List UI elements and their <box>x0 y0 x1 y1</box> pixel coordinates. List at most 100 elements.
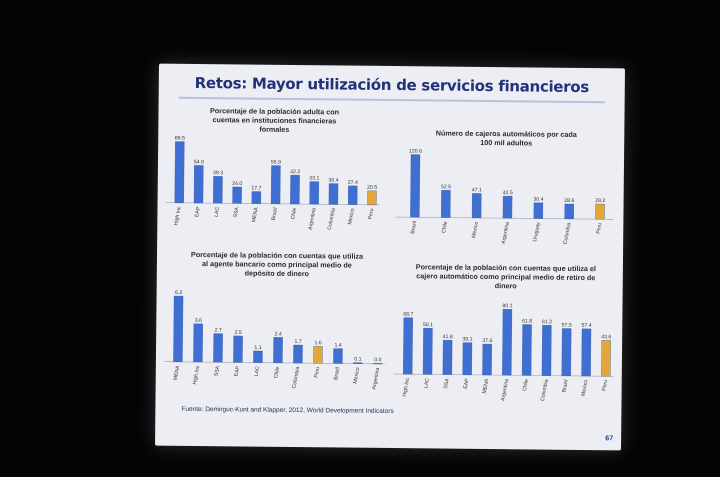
slide-title: Retos: Mayor utilización de servicios fi… <box>194 73 590 97</box>
data-label: 57.5 <box>562 322 572 328</box>
bar <box>564 203 574 220</box>
tick-label: Chile <box>441 221 449 234</box>
data-label: 2.4 <box>275 331 282 337</box>
bar <box>270 165 281 204</box>
data-label: 56.1 <box>423 322 433 328</box>
data-label: 57.4 <box>581 323 591 329</box>
tick-label: Brazil <box>410 221 418 235</box>
bar <box>595 203 605 220</box>
bar <box>353 362 363 364</box>
data-label: 24.0 <box>232 181 242 187</box>
tick-label: Chile <box>290 207 298 220</box>
bar <box>521 324 532 376</box>
bar <box>403 317 413 375</box>
tick-label: EAP <box>463 378 471 390</box>
tick-label: Mexico <box>352 367 361 384</box>
tick-label: SSA <box>443 377 451 389</box>
data-label: 33.1 <box>309 176 319 182</box>
data-label: 39.1 <box>462 337 472 343</box>
tick-label: Colombia <box>291 366 301 389</box>
tick-label: Peru <box>367 208 375 220</box>
bar <box>213 333 223 363</box>
chart-title: Porcentaje de la población con cuentas q… <box>415 262 596 291</box>
tick-label: Peru <box>313 366 321 378</box>
data-label: 3.6 <box>195 318 202 324</box>
tick-label: Chile <box>273 366 281 379</box>
chart-panel-atms: Número de cajeros automáticos por cada 1… <box>393 128 618 260</box>
bar <box>462 342 473 376</box>
data-label: 27.4 <box>348 180 358 186</box>
tick-label: High Inc <box>192 365 201 385</box>
chart-panel-atm-withdrawal: Porcentaje de la población con cuentas q… <box>391 262 618 406</box>
data-label: 30.4 <box>329 178 339 184</box>
bar <box>232 186 242 204</box>
bar <box>193 165 204 204</box>
tick-label: Chile <box>522 379 530 392</box>
bar <box>373 363 383 365</box>
bar <box>601 340 611 377</box>
data-label: 29.2 <box>595 198 605 204</box>
data-label: 80.1 <box>502 303 512 309</box>
bar <box>233 335 243 363</box>
tick-label: EAP <box>194 206 202 218</box>
data-label: 17.7 <box>251 185 261 191</box>
data-label: 1.7 <box>294 339 301 345</box>
tick-label: Peru <box>601 379 609 391</box>
tick-label: High Inc <box>402 377 411 397</box>
bar <box>347 185 358 205</box>
bar <box>422 328 433 375</box>
bar <box>441 190 451 218</box>
tick-label: MENA <box>482 378 491 394</box>
tick-label: LAC <box>213 206 221 217</box>
tick-label: MENA <box>251 206 260 222</box>
bar <box>290 174 300 205</box>
tick-label: Argentina <box>501 221 511 244</box>
tick-label: Argentina <box>371 367 381 390</box>
tick-label: EAP <box>234 365 242 377</box>
bar <box>313 346 323 364</box>
bar <box>581 328 592 377</box>
page-number: 67 <box>605 435 614 443</box>
data-label: 54.9 <box>194 159 204 165</box>
data-label: 30.4 <box>533 197 543 203</box>
chart-atm-withdrawal: 68.7 High Inc 56.1 LAC 41.8 SSA 39.1 EAP 37.6 MEN… <box>393 303 614 402</box>
tick-label: Colombia <box>540 379 550 402</box>
data-label: 52.5 <box>441 184 451 190</box>
data-label: 61.2 <box>542 319 552 325</box>
bar <box>253 350 263 363</box>
tick-label: MENA <box>173 365 182 381</box>
data-label: 89.5 <box>175 136 185 142</box>
tick-label: Colombia <box>563 222 573 245</box>
tick-label: SSA <box>214 365 222 377</box>
bar <box>410 154 421 218</box>
tick-label: Uruguay <box>532 221 542 242</box>
data-label: 1.1 <box>254 345 261 351</box>
bar <box>442 339 453 375</box>
chart-panel-agent-deposit: Porcentaje de la población con cuentas q… <box>162 250 392 398</box>
chart-accounts: 89.5 High Inc 54.9 EAP 39.3 LAC 24.0 SSA 17.7 MEN… <box>165 136 380 230</box>
data-label: 20.5 <box>367 185 377 191</box>
data-label: 28.6 <box>564 198 574 204</box>
bar <box>482 343 492 376</box>
tick-label: LAC <box>423 377 431 388</box>
bar <box>309 181 319 205</box>
tick-label: Peru <box>595 222 603 234</box>
data-label: 2.5 <box>235 330 242 336</box>
chart-panel-accounts: Porcentaje de la población adulta con cu… <box>163 106 384 238</box>
data-label: 6.2 <box>175 290 182 296</box>
data-label: 120.6 <box>409 148 422 154</box>
bar <box>173 295 184 362</box>
chart-agent-deposit: 6.2 MENA 3.6 High Inc 2.7 SSA 2.5 EAP 1.1 LAC 2.4 C… <box>163 290 386 390</box>
tick-label: Mexico <box>581 379 590 396</box>
chart-atms: 120.6 Brazil 52.5 Chile 47.1 Mexico 42.5 Argent… <box>395 148 614 245</box>
data-label: 47.1 <box>472 187 482 193</box>
data-label: 1.6 <box>314 340 321 346</box>
tick-label: Brazil <box>561 379 569 393</box>
bar <box>533 202 544 219</box>
bar <box>333 348 343 364</box>
tick-label: SSA <box>233 206 241 218</box>
bar <box>367 190 377 206</box>
bar <box>541 325 552 376</box>
bar <box>328 183 339 205</box>
tick-label: Brazil <box>271 207 279 221</box>
